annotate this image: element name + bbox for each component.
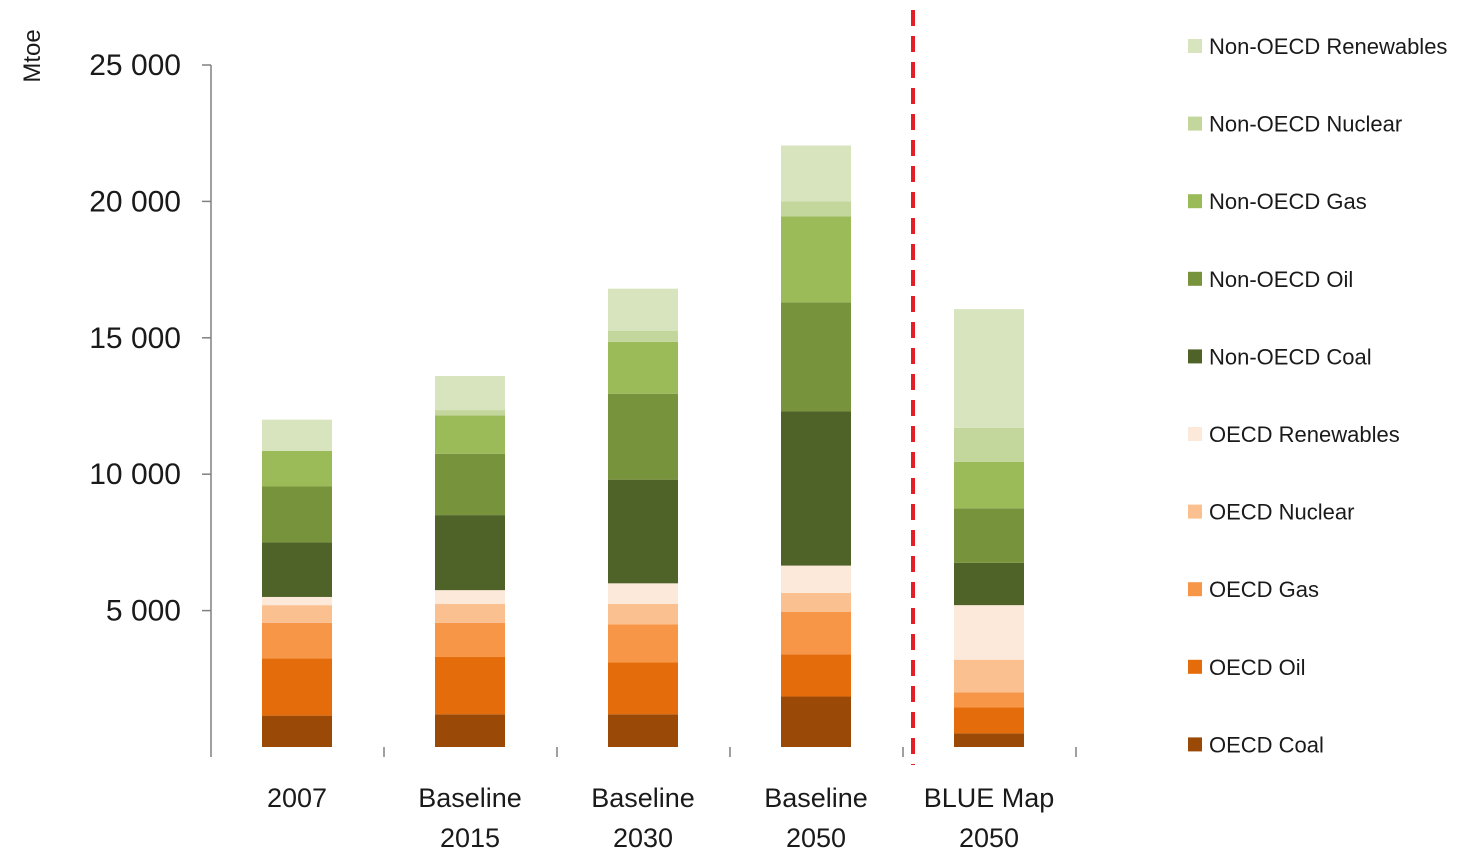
bar-segment xyxy=(608,288,678,331)
legend-item: OECD Coal xyxy=(1188,732,1324,757)
bar-segment xyxy=(954,508,1024,563)
bar-segment xyxy=(781,565,851,593)
legend-item: OECD Renewables xyxy=(1188,422,1400,447)
legend-swatch xyxy=(1188,116,1202,131)
bar-segment xyxy=(608,714,678,747)
bar-segment xyxy=(608,330,678,342)
bar-segment xyxy=(435,415,505,454)
bar-segment xyxy=(262,622,332,659)
bar-segment xyxy=(435,590,505,604)
legend-label: OECD Oil xyxy=(1209,655,1306,680)
bar-segment xyxy=(781,592,851,612)
legend: Non-OECD Renewables Non-OECD Nuclear Non-O… xyxy=(1188,34,1447,757)
y-axis-title: Mtoe xyxy=(19,29,46,82)
bar-segment xyxy=(435,622,505,657)
legend-label: OECD Nuclear xyxy=(1209,500,1354,525)
legend-label: Non-OECD Nuclear xyxy=(1209,112,1402,137)
legend-item: Non-OECD Coal xyxy=(1188,344,1372,369)
x-tick-label: 2050 xyxy=(786,823,846,853)
y-tick-label: 5 000 xyxy=(106,595,181,628)
legend-item: Non-OECD Oil xyxy=(1188,267,1353,292)
y-tick-label: 20 000 xyxy=(89,185,181,218)
bar-segment xyxy=(954,427,1024,462)
legend-swatch xyxy=(1188,271,1202,286)
bar-segment xyxy=(781,696,851,747)
x-tick-label: 2030 xyxy=(613,823,673,853)
bar-segment xyxy=(954,707,1024,734)
bar-segment xyxy=(608,624,678,663)
bar-segment xyxy=(435,515,505,591)
legend-swatch xyxy=(1188,349,1202,364)
bar-segment xyxy=(954,659,1024,693)
bar-segment xyxy=(781,201,851,217)
legend-item: OECD Oil xyxy=(1188,655,1306,680)
legend-swatch xyxy=(1188,582,1202,597)
bar-segment xyxy=(608,341,678,394)
y-tick-label: 15 000 xyxy=(89,322,181,355)
x-tick-label: Baseline xyxy=(591,783,695,813)
legend-label: Non-OECD Coal xyxy=(1209,344,1372,369)
y-tick-label: 10 000 xyxy=(89,458,181,491)
bar-segment xyxy=(435,714,505,747)
bar-segment xyxy=(262,605,332,623)
legend-label: OECD Coal xyxy=(1209,732,1324,757)
legend-swatch xyxy=(1188,737,1202,752)
bar-segment xyxy=(262,419,332,452)
x-tick-label: Baseline xyxy=(418,783,522,813)
legend-item: Non-OECD Gas xyxy=(1188,189,1367,214)
bar-segment xyxy=(954,605,1024,660)
legend-swatch xyxy=(1188,39,1202,53)
x-tick-label: 2007 xyxy=(267,783,327,813)
y-tick-label: 25 000 xyxy=(89,49,181,82)
bar-segment xyxy=(781,145,851,202)
bar-segment xyxy=(781,302,851,412)
x-tick-label: Baseline xyxy=(764,783,868,813)
bar-segment xyxy=(608,603,678,625)
legend-label: Non-OECD Gas xyxy=(1209,189,1367,214)
bar-segment xyxy=(781,611,851,655)
bar-segment xyxy=(435,603,505,623)
x-tick-label: 2050 xyxy=(959,823,1019,853)
bar-segment xyxy=(954,309,1024,428)
legend-label: OECD Renewables xyxy=(1209,422,1400,447)
plot-area: 5 000 10 000 15 000 20 000 25 000 2007 Baselin… xyxy=(89,10,1077,853)
bar-segment xyxy=(435,410,505,416)
bar-segment xyxy=(608,393,678,480)
bar-segment xyxy=(608,662,678,715)
bar-segment xyxy=(954,562,1024,606)
bar-segment xyxy=(781,411,851,566)
bar-segment xyxy=(262,715,332,747)
legend-item: OECD Nuclear xyxy=(1188,500,1354,525)
bar-segment xyxy=(435,656,505,715)
x-tick-label: BLUE Map xyxy=(924,783,1055,813)
bar-segment xyxy=(435,375,505,411)
bar-segment xyxy=(781,654,851,697)
bar-segment xyxy=(608,583,678,604)
legend-swatch xyxy=(1188,194,1202,209)
bar-segment xyxy=(954,733,1024,747)
legend-swatch xyxy=(1188,659,1202,674)
bar-segment xyxy=(781,216,851,303)
bar-segment xyxy=(262,486,332,543)
legend-item: OECD Gas xyxy=(1188,577,1319,602)
legend-label: OECD Gas xyxy=(1209,577,1319,602)
bar-segment xyxy=(954,692,1024,708)
bar-segment xyxy=(262,596,332,606)
legend-label: Non-OECD Renewables xyxy=(1209,34,1447,59)
bar-segment xyxy=(262,658,332,716)
bar-segment xyxy=(954,461,1024,509)
x-tick-label: 2015 xyxy=(440,823,500,853)
bar-segment xyxy=(608,479,678,584)
bar-segment xyxy=(262,542,332,597)
bar-segment xyxy=(435,453,505,516)
legend-swatch xyxy=(1188,427,1202,441)
legend-label: Non-OECD Oil xyxy=(1209,267,1353,292)
legend-item: Non-OECD Nuclear xyxy=(1188,112,1402,137)
bar-segment xyxy=(262,451,332,487)
legend-swatch xyxy=(1188,504,1202,519)
legend-item: Non-OECD Renewables xyxy=(1188,34,1447,59)
